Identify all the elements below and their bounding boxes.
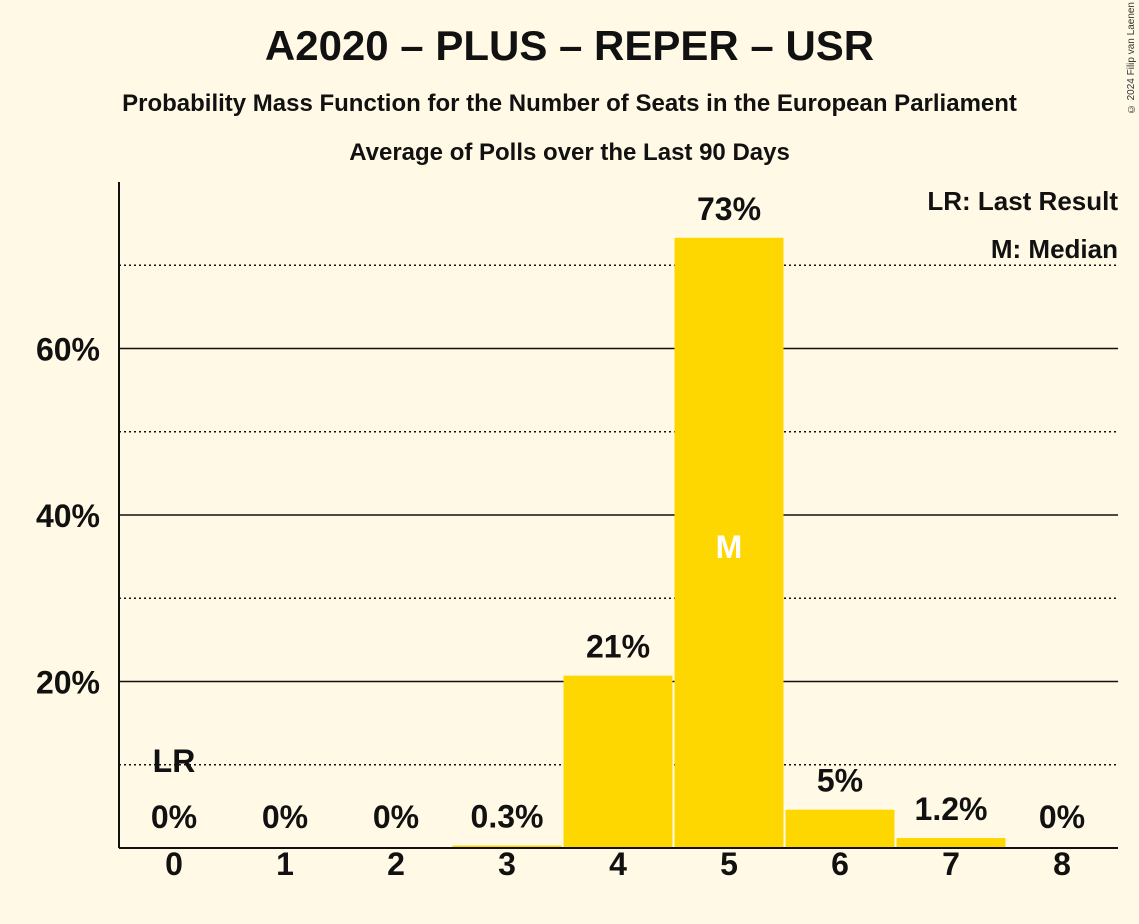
median-marker: M <box>716 529 743 565</box>
value-label: 0.3% <box>471 799 544 835</box>
chart-title: A2020 – PLUS – REPER – USR <box>264 22 875 69</box>
chart-subtitle: Probability Mass Function for the Number… <box>122 90 1017 117</box>
bar-4 <box>563 675 673 848</box>
bars <box>452 237 1006 849</box>
x-tick-label: 7 <box>942 846 960 882</box>
x-tick-label: 1 <box>276 846 294 882</box>
value-label: 0% <box>1039 799 1085 835</box>
y-tick-label: 60% <box>36 332 100 368</box>
value-label: 0% <box>151 799 197 835</box>
value-label: 5% <box>817 763 863 799</box>
x-tick-label: 4 <box>609 846 627 882</box>
value-label: 1.2% <box>915 791 988 827</box>
x-tick-label: 5 <box>720 846 738 882</box>
value-label: 21% <box>586 629 650 665</box>
x-tick-label: 3 <box>498 846 516 882</box>
bar-3 <box>452 845 562 848</box>
y-tick-label: 40% <box>36 498 100 534</box>
chart-subtitle-secondary: Average of Polls over the Last 90 Days <box>349 139 790 166</box>
labels: 20% 40% 60% 0 1 2 3 4 5 6 7 8 0% 0% 0% 0.3% 21% 73% 5% 1.2%… <box>36 191 1085 882</box>
gridlines <box>119 264 1118 766</box>
bar-7 <box>896 838 1006 848</box>
x-tick-label: 0 <box>165 846 183 882</box>
value-label: 0% <box>262 799 308 835</box>
bar-5 <box>674 237 784 849</box>
value-label: 73% <box>697 191 761 227</box>
axes <box>118 182 1118 849</box>
x-tick-label: 8 <box>1053 846 1071 882</box>
legend-last-result: LR: Last Result <box>927 186 1118 216</box>
x-tick-label: 2 <box>387 846 405 882</box>
y-tick-label: 20% <box>36 665 100 701</box>
value-label: 0% <box>373 799 419 835</box>
last-result-marker: LR <box>153 743 196 779</box>
legend-median: M: Median <box>991 234 1118 264</box>
bar-6 <box>785 809 895 848</box>
x-tick-label: 6 <box>831 846 849 882</box>
